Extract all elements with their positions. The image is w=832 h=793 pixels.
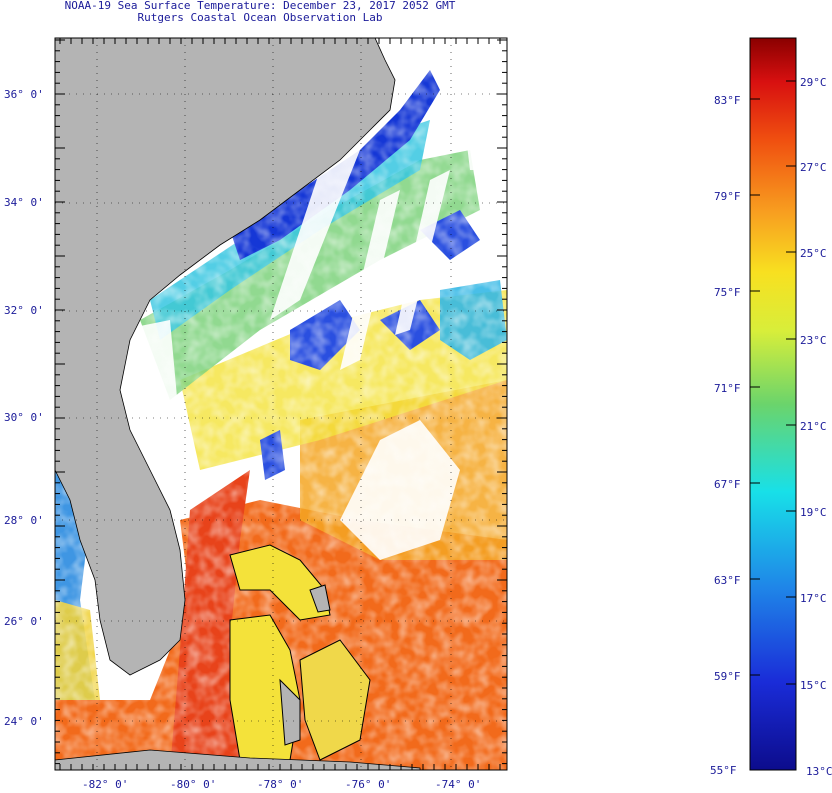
colorbar-f-label: 71°F: [714, 382, 741, 395]
colorbar-f-label: 67°F: [714, 478, 741, 491]
land-cuba: [55, 749, 421, 770]
colorbar-c-label: 23°C: [800, 334, 827, 347]
map-subtitle: Rutgers Coastal Ocean Observation Lab: [137, 11, 383, 24]
colorbar-f-label: 63°F: [714, 574, 741, 587]
colorbar-c-label: 29°C: [800, 76, 827, 89]
lon-label: -80° 0': [170, 778, 217, 791]
map-gridlines: [55, 38, 507, 770]
lon-label: -82° 0': [82, 778, 129, 791]
colorbar-f-label: 83°F: [714, 94, 741, 107]
colorbar-c-label: 15°C: [800, 679, 827, 692]
lon-label: -78° 0': [257, 778, 304, 791]
colorbar-f-label: 75°F: [714, 286, 741, 299]
land-us-coast: [55, 38, 396, 676]
colorbar-c-label: 17°C: [800, 592, 827, 605]
colorbar-c-label: 27°C: [800, 161, 827, 174]
lat-label: 34° 0': [4, 196, 44, 209]
lat-label: 32° 0': [4, 304, 44, 317]
lon-label: -76° 0': [345, 778, 392, 791]
color-bar: [749, 37, 797, 771]
colorbar-c-label: 19°C: [800, 506, 827, 519]
colorbar-f-label: 79°F: [714, 190, 741, 203]
colorbar-c-label: 25°C: [800, 247, 827, 260]
map-title: NOAA-19 Sea Surface Temperature: Decembe…: [64, 0, 456, 12]
colorbar-f-label: 59°F: [714, 670, 741, 683]
lat-label: 30° 0': [4, 411, 44, 424]
lat-label: 24° 0': [4, 715, 44, 728]
map-ticks: [55, 38, 507, 770]
colorbar-c-label: 13°C: [806, 765, 832, 778]
lat-label: 26° 0': [4, 615, 44, 628]
lon-label: -74° 0': [435, 778, 482, 791]
colorbar-c-label: 21°C: [800, 420, 827, 433]
bahamas-banks: [229, 544, 371, 761]
lat-label: 28° 0': [4, 514, 44, 527]
colorbar-f-label: 55°F: [710, 764, 737, 777]
color-bar-ticks: [750, 80, 796, 685]
lat-label: 36° 0': [4, 88, 44, 101]
map-frame: [54, 37, 508, 771]
